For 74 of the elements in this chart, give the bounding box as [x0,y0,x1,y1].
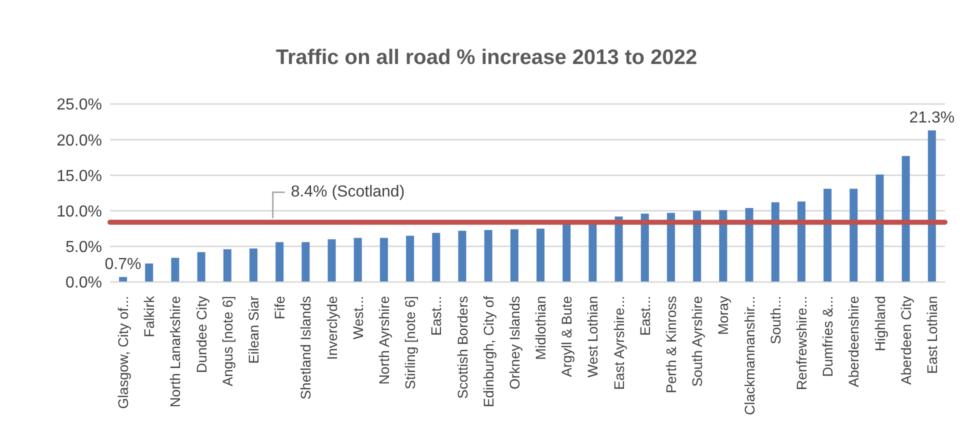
bar [928,130,936,282]
x-tick-label: East Ayrshire... [610,296,627,390]
bar [432,232,440,282]
bar [588,224,597,282]
bar [302,242,310,282]
x-tick-label: Dundee City [193,296,210,374]
x-tick-label: Glasgow, City of... [115,296,132,409]
bar [249,248,258,282]
x-tick-label: West... [350,296,366,340]
x-tick-label: Clackmannanshir... [741,296,758,416]
bar [406,236,414,282]
x-tick-label: Perth & Kinross [663,296,680,394]
x-tick-label: Highland [872,296,888,352]
x-tick-label: Stirling [note 6] [402,296,418,390]
bar [562,224,571,282]
x-tick-label: Renfrewshire... [793,296,810,390]
x-tick-label: Orkney Islands [506,296,522,390]
x-tick-label: Fife [272,296,288,320]
bar [719,210,728,282]
x-tick-label: East... [636,296,653,336]
y-tick-label: 15.0% [56,168,102,185]
bar [171,258,180,282]
x-tick-label: Argyll & Bute [558,296,575,377]
bar [614,216,623,282]
x-tick-label: East Lothian [924,296,940,374]
x-tick-label: Moray [715,296,732,335]
bar [902,156,910,282]
bar [458,230,466,282]
y-tick-label: 0.0% [66,274,102,292]
bar [145,263,154,282]
bar [745,208,754,282]
bar [380,238,388,282]
x-tick-label: Scottish Borders [454,296,470,399]
y-tick-label: 10.0% [56,203,102,220]
bar [824,188,832,282]
bar [119,277,127,282]
bar [223,249,232,282]
x-tick-label: Angus [note 6] [219,296,236,386]
x-tick-label: Midlothian [532,296,549,360]
bar [484,230,492,282]
x-tick-label: North Lanarkshire [167,296,184,408]
bar [876,174,884,282]
y-tick-label: 25.0% [56,96,102,114]
x-tick-label: Eilean Siar [246,296,262,364]
x-tick-label: Falkirk [141,295,158,338]
bar [640,214,649,282]
x-tick-label: North Ayrshire [376,296,392,384]
x-tick-label: South Ayrshire [689,296,706,387]
y-tick-label: 5.0% [66,239,102,256]
x-tick-label: West Lothian [584,296,601,378]
x-tick-label: Inverclyde [324,296,340,360]
bar [850,188,858,282]
bar [276,242,284,282]
chart-title: Traffic on all road % increase 2013 to 2022 [274,46,698,70]
bar [510,229,518,282]
bar [328,239,336,282]
bar [536,228,544,282]
bar [693,210,702,282]
x-tick-label: Aberdeen City [898,296,914,385]
data-label: 21.3% [909,109,955,126]
x-tick-label: Shetland Islands [298,296,314,400]
bar [197,252,206,282]
y-tick-label: 20.0% [56,132,102,150]
x-tick-label: Edinburgh, City of [480,296,496,408]
bar [354,238,362,282]
bar [771,202,780,282]
x-tick-label: East... [428,296,444,336]
bar [797,202,806,282]
x-tick-label: Dumfries &... [820,296,836,377]
x-tick-label: South... [767,296,784,344]
ref-line-label: 8.4% (Scotland) [290,184,405,201]
x-tick-label: Aberdeenshire [846,296,862,388]
bar [666,212,675,282]
data-label: 0.7% [104,256,142,274]
